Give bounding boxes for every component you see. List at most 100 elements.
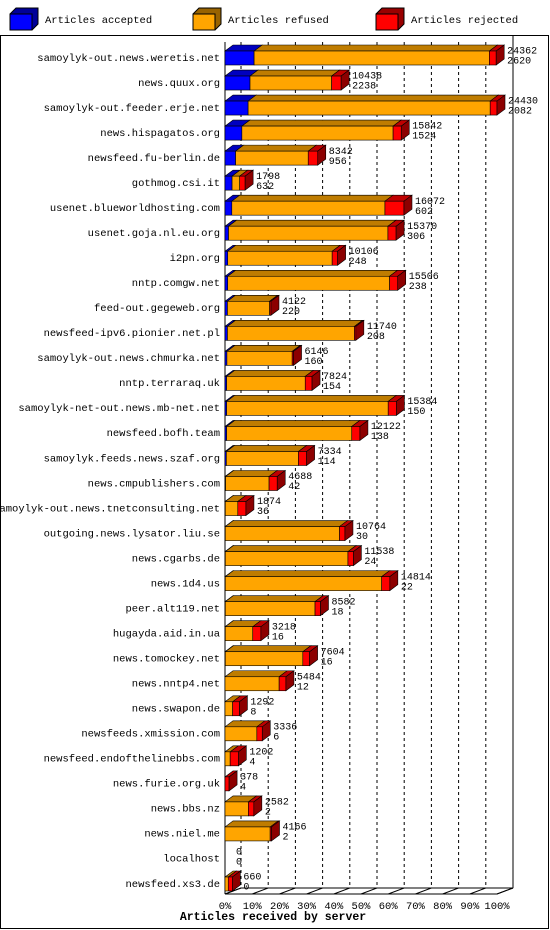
bar [227,876,233,892]
x-tick-label: 0% [219,901,232,913]
tick-mark [306,887,323,895]
total-label: 3218 [272,622,296,633]
accepted-label: 6 [273,732,279,743]
y-tick-label: news.nntp4.net [132,679,220,691]
bar [224,50,255,66]
legend-label: Articles refused [228,15,329,27]
tick-mark [442,887,459,895]
bar [224,776,230,792]
bar-side [400,119,410,141]
bar-top [224,570,391,577]
bar [224,75,251,91]
y-tick-label: gothmog.csi.it [132,178,220,190]
bar [247,100,491,116]
total-label: 7604 [321,647,345,658]
bar [381,576,391,591]
bar-side [232,870,241,892]
bar [347,551,354,566]
y-tick-label: news.tomockey.net [113,654,220,666]
total-label: 1292 [250,697,274,708]
bar-top [226,345,302,352]
total-label: 8342 [329,147,353,158]
total-label: 15506 [409,272,439,283]
bar [278,676,287,692]
y-tick-label: nntp.comgw.net [132,278,220,290]
bar [331,250,338,266]
accepted-label: 2238 [352,82,376,93]
total-label: 6146 [305,347,329,358]
total-label: 0 [236,848,242,859]
bar-top [224,645,312,653]
bar-side [359,419,369,442]
accepted-label: 0 [236,858,242,869]
bar-side [340,69,350,91]
bar-top [225,370,315,377]
bar-side [344,519,354,542]
accepted-label: 248 [349,257,367,268]
bar [489,100,498,116]
accepted-label: 208 [367,332,385,343]
accepted-label: 306 [407,232,425,243]
bar-side [253,795,263,817]
bar [228,225,389,241]
bar [224,601,316,616]
bar-side [293,344,302,366]
total-label: 378 [240,773,258,784]
bar [225,476,270,491]
bar-top [226,294,279,302]
x-tick-label: 50% [352,901,372,913]
accepted-label: 2 [283,833,289,844]
y-tick-label: news.niel.me [144,829,220,841]
total-label: 7334 [318,447,342,458]
bar [224,626,254,641]
total-label: 10764 [356,522,386,533]
x-tick-label: 40% [324,901,344,913]
bar-top [253,44,499,52]
total-label: 1874 [257,497,281,508]
bar-side [311,369,321,391]
bar-side [496,94,506,116]
bar [227,275,390,291]
accepted-label: 42 [288,482,300,493]
total-label: 12122 [371,422,401,433]
bar-top [224,820,280,828]
tick-mark [496,887,514,895]
accepted-label: 114 [318,457,336,468]
x-tick-label: 60% [379,901,399,913]
bar-side [271,820,280,842]
bar-top [224,545,357,552]
bar-side [397,269,407,291]
y-tick-label: news.quux.org [138,78,220,90]
bar [224,275,229,291]
bar-side [239,695,248,717]
y-tick-label: newsfeed-ipv6.pionier.net.pl [44,328,220,340]
bar-top [224,470,278,477]
bar [224,175,233,191]
bar-side [353,544,362,567]
x-tick-label: 20% [270,901,290,913]
bar-top [227,219,397,227]
bar-top [234,144,318,152]
total-label: 11740 [367,322,397,333]
accepted-label: 16 [272,632,284,643]
accepted-label: 24 [364,557,376,568]
bar [224,676,280,692]
bar [229,751,239,767]
bar [248,801,255,817]
bar [224,726,258,742]
bar [298,451,307,466]
y-tick-label: samoylyk-net-out.news.mb-net.net [18,403,220,415]
y-tick-label: samoylyk-out.feeder.erje.net [44,103,220,115]
y-tick-label: usenet.blueworldhosting.com [50,203,220,215]
bar [224,801,249,817]
bar [224,250,229,266]
tick-mark [279,887,296,895]
bar-side [238,745,247,767]
bar-side [306,444,315,467]
accepted-label: 150 [407,407,425,418]
accepted-label: 632 [256,182,274,193]
bar [224,876,229,892]
bar-side [245,494,255,517]
bar [224,150,236,166]
accepted-label: 0 [243,883,249,894]
